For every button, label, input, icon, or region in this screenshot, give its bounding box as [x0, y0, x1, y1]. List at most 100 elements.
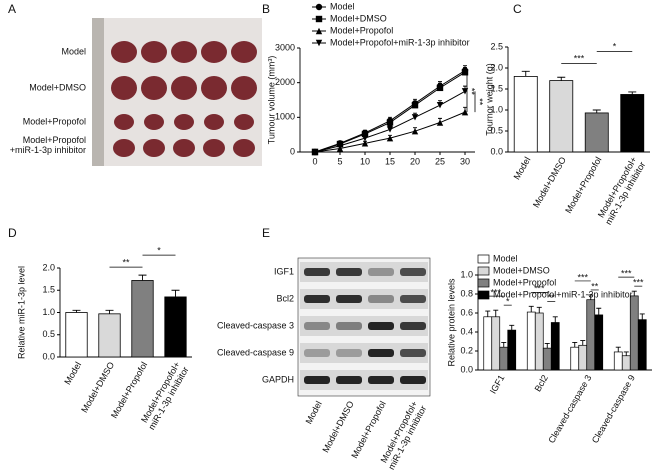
band	[400, 322, 426, 330]
x-tick-label: 5	[337, 156, 342, 166]
error-bar	[72, 309, 81, 313]
x-tick-label: Cleaved-caspase 9	[590, 373, 637, 445]
significance: **	[548, 293, 556, 303]
error-bar	[639, 313, 645, 320]
marker	[411, 128, 419, 135]
bar	[131, 280, 154, 358]
significance: *	[613, 42, 617, 52]
band	[400, 349, 426, 357]
blot-row	[300, 343, 428, 363]
bar	[578, 344, 588, 371]
tumour	[201, 76, 227, 100]
band	[304, 295, 330, 303]
legend-label: Model+Propofol+miR-1-3p inhibitor	[493, 289, 633, 299]
x-tick-label: IGF1	[488, 373, 507, 395]
blot-row	[300, 262, 428, 282]
band	[336, 295, 362, 303]
tumour	[111, 41, 137, 63]
y-axis-label: Relative miR-1-3p level	[16, 266, 26, 359]
error-bar	[628, 91, 637, 95]
bar	[507, 329, 517, 371]
error-bar	[509, 324, 515, 331]
error-bar	[521, 70, 530, 77]
band	[368, 376, 394, 384]
error-bar	[572, 342, 578, 348]
bar	[526, 311, 536, 371]
legend-swatch	[477, 266, 490, 276]
tumour	[231, 76, 257, 100]
significance: *	[157, 245, 161, 255]
marker	[436, 119, 444, 126]
marker	[436, 102, 444, 109]
x-tick-label: 30	[460, 156, 470, 166]
bar	[613, 351, 623, 371]
error-bar	[592, 109, 601, 113]
x-tick-label: Model+Propofol+miR-1-3p inhibitor	[595, 155, 648, 227]
x-tick-label: 10	[360, 156, 370, 166]
ruler	[92, 18, 104, 166]
y-tick-label: 0.5	[490, 125, 503, 135]
tumour	[114, 114, 134, 130]
significance: ***	[534, 284, 545, 294]
error-bar	[138, 274, 147, 281]
row-label: Model+Propofol +miR-1-3p inhibitor	[10, 135, 86, 155]
marker	[336, 142, 344, 149]
y-tick-label: 0.0	[42, 351, 55, 361]
error-bar	[557, 76, 566, 81]
bar	[542, 347, 552, 371]
blot-label: GAPDH	[262, 374, 294, 384]
x-tick-label: Model+Propofol	[563, 155, 603, 215]
band	[400, 376, 426, 384]
band	[368, 322, 394, 330]
error-bar	[588, 294, 594, 300]
tumour	[174, 114, 194, 130]
y-tick-label: 0.0	[490, 146, 503, 156]
error-bar	[501, 342, 507, 348]
bar	[491, 316, 501, 371]
row-label: Model+DMSO	[29, 82, 86, 92]
legend-label: Model+Propofol	[493, 277, 556, 287]
bar	[584, 112, 609, 153]
blot-column-label: Model	[304, 399, 324, 425]
bar	[570, 346, 580, 371]
significance: **	[475, 98, 485, 106]
panel-label: C	[513, 2, 522, 16]
significance: **	[591, 281, 599, 291]
y-axis-label: Tournor weight (g)	[484, 63, 494, 136]
x-tick-label: Bcl2	[533, 373, 550, 393]
band	[304, 268, 330, 276]
y-tick-label: 2.0	[42, 262, 55, 272]
row-label: Model+Propofol	[23, 116, 86, 126]
legend-swatch	[477, 278, 490, 288]
error-bar	[615, 346, 621, 352]
marker	[386, 119, 394, 126]
legend-marker	[315, 3, 323, 11]
marker	[361, 140, 369, 147]
x-tick-label: Model	[512, 155, 533, 181]
significance: ***	[577, 272, 588, 282]
bar	[594, 314, 604, 371]
x-tick-label: Model+Propofol+miR-1-3p inhibitor	[138, 360, 191, 432]
error-bar	[623, 351, 629, 356]
tumour	[171, 76, 197, 100]
marker	[461, 69, 469, 76]
marker	[436, 84, 444, 92]
error-bar	[631, 290, 637, 296]
legend-marker	[315, 27, 323, 35]
error-bar	[485, 310, 491, 317]
y-tick-label: 1.0	[490, 104, 503, 114]
blot-column-label: Model+Propofol	[349, 399, 388, 460]
band	[368, 268, 394, 276]
y-tick-label: 1.5	[42, 285, 55, 295]
band	[336, 349, 362, 357]
y-tick-label: 0.0	[460, 364, 473, 374]
bar	[550, 322, 560, 371]
bar	[534, 312, 544, 371]
blot-label: IGF1	[274, 266, 294, 276]
error-bar	[171, 289, 180, 297]
panel-label: D	[8, 226, 17, 240]
legend-label: Model+Propofol+miR-1-3p inhibitor	[330, 37, 470, 47]
x-tick-label: Model	[62, 360, 83, 386]
marker	[361, 130, 369, 138]
bar	[98, 313, 121, 358]
